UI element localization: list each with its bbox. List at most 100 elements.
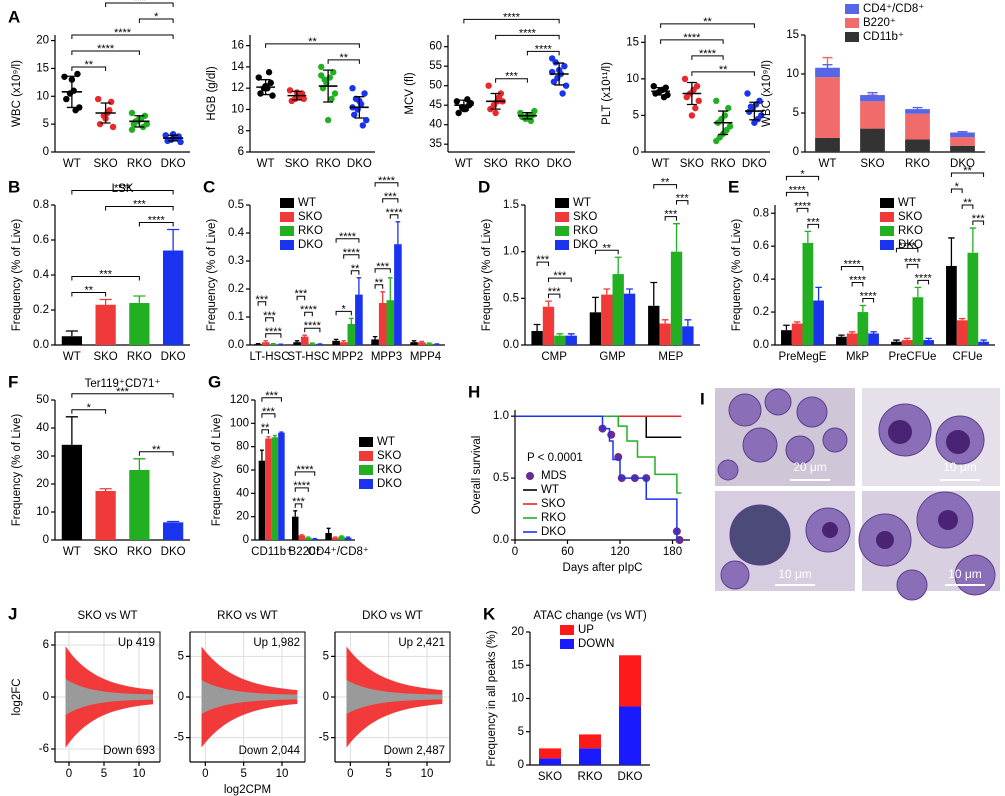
legend-label: WT xyxy=(573,197,591,209)
significance-bracket xyxy=(335,310,352,316)
error-bar xyxy=(306,536,311,538)
y-tick-label: 0 xyxy=(43,146,49,158)
error-bar xyxy=(356,277,362,295)
y-tick-label: 0.2 xyxy=(753,306,769,318)
significance-label: **** xyxy=(296,464,314,476)
significance-label: *** xyxy=(676,193,690,205)
error-bar xyxy=(650,281,658,306)
x-tick-label: CD11b⁺ xyxy=(251,546,292,558)
scale-bar-label: 20 μm xyxy=(793,460,827,474)
significance-bracket xyxy=(594,249,619,255)
data-point xyxy=(265,69,273,76)
bar-segment xyxy=(619,706,641,765)
x-tick-label: DKO xyxy=(161,546,186,558)
legend-label: SKO xyxy=(898,211,922,223)
error-bar xyxy=(822,63,833,68)
significance-bracket xyxy=(660,23,755,28)
bar-segment xyxy=(539,748,561,759)
error-bar xyxy=(339,535,344,537)
bar xyxy=(394,244,402,345)
significance-bracket xyxy=(906,263,919,269)
significance-label: *** xyxy=(553,270,567,282)
x-tick-label: 10 xyxy=(133,768,146,780)
bar-segment xyxy=(539,758,561,765)
x-tick-label: MPP4 xyxy=(410,351,442,363)
significance-label: *** xyxy=(384,191,398,203)
data-point xyxy=(713,97,720,105)
survival-line xyxy=(515,415,682,494)
x-tick-label: SKO xyxy=(285,158,309,170)
y-tick-label: 10 xyxy=(36,90,49,102)
significance-bracket xyxy=(950,188,963,194)
y-tick-label: 0.3 xyxy=(228,255,244,267)
y-tick-label: 15 xyxy=(626,36,639,48)
error-bar xyxy=(567,333,575,336)
y-tick-label: 45 xyxy=(429,99,442,111)
y-tick-label: 100 xyxy=(230,417,249,429)
significance-bracket xyxy=(261,413,276,418)
significance-label: *** xyxy=(807,216,821,228)
x-tick-label: 0 xyxy=(202,768,208,780)
significance-bracket xyxy=(71,276,140,281)
point-cloud xyxy=(346,679,443,715)
y-tick-label: 1.0 xyxy=(503,246,519,258)
x-tick-label: 5 xyxy=(385,768,391,780)
significance-bracket xyxy=(526,50,560,56)
y-tick-label: 60 xyxy=(236,464,249,476)
significance-label: ** xyxy=(703,16,712,28)
data-point xyxy=(455,109,462,117)
bar-segment xyxy=(905,139,930,152)
data-point xyxy=(361,90,368,97)
panel-letter: B xyxy=(8,177,20,196)
x-tick-label: 10 xyxy=(276,768,289,780)
x-tick-label: GMP xyxy=(599,351,626,363)
y-tick-label: 0.0 xyxy=(228,339,244,351)
bar xyxy=(612,274,624,345)
y-tick-label: 50 xyxy=(36,394,49,406)
data-point xyxy=(288,97,295,105)
significance-bracket xyxy=(294,503,303,508)
x-tick-label: 0 xyxy=(66,768,72,780)
y-tick-label: 0.2 xyxy=(33,304,49,316)
significance-bracket xyxy=(105,206,174,211)
error-bar xyxy=(614,256,622,275)
x-tick-label: WT xyxy=(63,546,81,558)
x-tick-label: SKO xyxy=(93,351,117,363)
error-bar xyxy=(673,223,680,252)
significance-label: **** xyxy=(844,258,862,270)
y-tick-label: -5 xyxy=(319,732,329,744)
error-bar xyxy=(279,431,284,433)
significance-bracket xyxy=(463,18,560,24)
y-tick-label: 0.2 xyxy=(228,283,244,295)
data-point xyxy=(751,119,758,126)
significance-label: ** xyxy=(152,444,161,456)
point-cloud xyxy=(201,679,298,715)
scale-bar-label: 10 μm xyxy=(943,460,977,474)
significance-label: ** xyxy=(661,177,670,189)
significance-bracket xyxy=(796,207,809,213)
y-tick-label: 1.5 xyxy=(503,199,519,211)
chart-title: ATAC change (vs WT) xyxy=(533,610,646,622)
annotation: P < 0.0001 xyxy=(527,452,583,464)
data-point xyxy=(688,112,696,119)
data-point xyxy=(531,107,538,115)
bar xyxy=(163,250,184,345)
y-axis-label: log2FC xyxy=(11,678,23,715)
y-tick-label: 6 xyxy=(43,639,49,651)
significance-label: *** xyxy=(263,310,277,322)
y-tick-label: 0.0 xyxy=(753,339,769,351)
survival-line xyxy=(515,415,678,540)
legend-label: SKO xyxy=(573,211,597,223)
significance-label: ** xyxy=(261,422,270,434)
point-cloud xyxy=(65,678,153,716)
bar xyxy=(978,341,989,345)
significance-bracket xyxy=(138,18,174,23)
significance-bracket xyxy=(71,50,140,55)
bar xyxy=(589,312,602,345)
bar-segment xyxy=(950,137,975,146)
legend-label: B220⁺ xyxy=(863,17,896,29)
x-tick-label: DKO xyxy=(161,351,186,363)
significance-label: *** xyxy=(265,390,279,402)
y-tick-label: 0.8 xyxy=(33,199,49,211)
